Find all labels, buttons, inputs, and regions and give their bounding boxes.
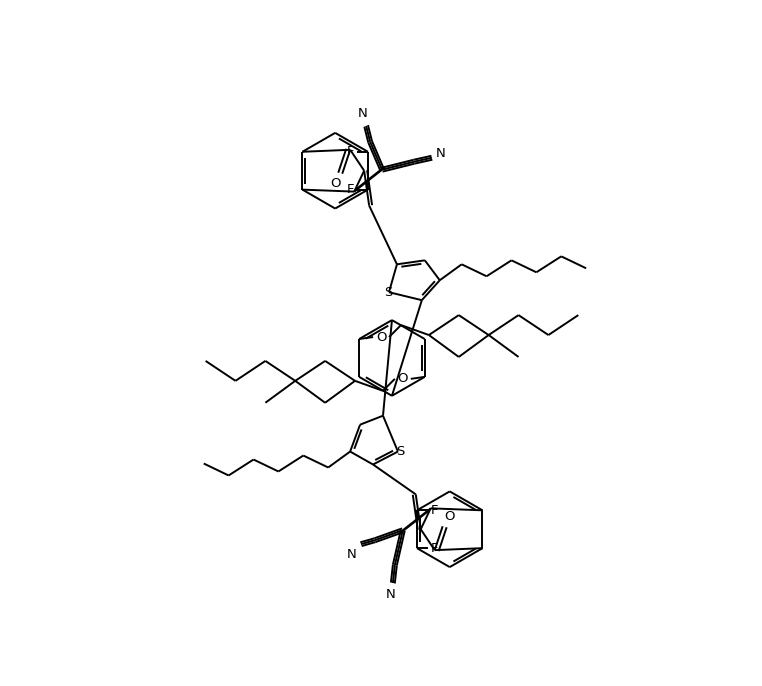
Text: F: F (431, 542, 439, 555)
Text: S: S (395, 445, 404, 458)
Text: O: O (376, 331, 386, 344)
Text: N: N (386, 589, 395, 602)
Text: N: N (347, 547, 357, 560)
Text: O: O (398, 372, 408, 386)
Text: S: S (384, 285, 392, 298)
Text: F: F (431, 504, 439, 517)
Text: O: O (330, 177, 341, 190)
Text: N: N (436, 147, 446, 161)
Text: F: F (346, 145, 354, 158)
Text: F: F (346, 183, 354, 196)
Text: N: N (357, 108, 367, 121)
Text: O: O (444, 510, 455, 523)
